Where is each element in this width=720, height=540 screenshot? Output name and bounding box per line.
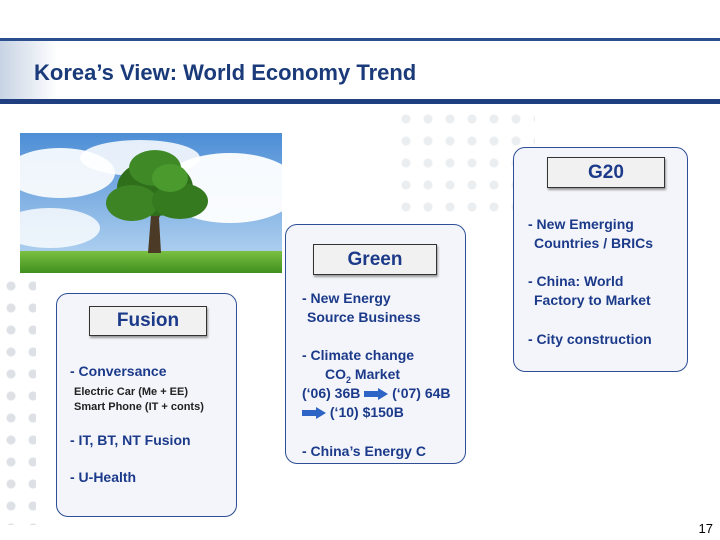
value-2006: (‘06) 36B xyxy=(302,385,361,401)
green-item-new-energy-cont: Source Business xyxy=(307,309,421,325)
fusion-label: Fusion xyxy=(89,306,207,336)
decorative-dots-center xyxy=(395,108,535,218)
fusion-item-u-health: - U-Health xyxy=(70,469,137,485)
green-label: Green xyxy=(313,244,437,275)
co2-text: CO xyxy=(325,366,346,382)
fusion-item-conversance: - Conversance xyxy=(70,363,167,379)
fusion-sub-electric-car: Electric Car (Me + EE) xyxy=(74,386,189,398)
fusion-sub-smart-phone: Smart Phone (IT + conts) xyxy=(74,401,204,413)
green-item-climate-change: - Climate change xyxy=(302,347,415,363)
green-item-market-values: (‘06) 36B (‘07) 64B xyxy=(302,385,451,401)
arrow-right-icon xyxy=(364,388,389,401)
title-bottom-line xyxy=(0,99,720,104)
fusion-item-it-bt-nt: - IT, BT, NT Fusion xyxy=(70,432,191,448)
green-item-china-energy: - China’s Energy C xyxy=(302,443,426,459)
green-item-new-energy: - New Energy xyxy=(302,290,391,306)
g20-item-china-world: - China: World xyxy=(528,273,624,289)
g20-item-new-emerging: - New Emerging xyxy=(528,216,634,232)
market-text: Market xyxy=(351,366,401,382)
arrow-right-icon xyxy=(302,407,326,420)
green-item-co2-market: CO2 Market xyxy=(325,366,400,385)
g20-label: G20 xyxy=(547,157,665,188)
slide-title: Korea’s View: World Economy Trend xyxy=(34,60,417,85)
value-2007: (‘07) 64B xyxy=(392,385,451,401)
tree-photo xyxy=(20,133,282,273)
decorative-dots-left xyxy=(0,275,36,525)
co2-subscript: 2 xyxy=(346,374,352,385)
title-top-line xyxy=(0,38,720,41)
page-number: 17 xyxy=(698,521,713,536)
title-bar: Korea’s View: World Economy Trend xyxy=(0,38,720,104)
g20-item-city-construction: - City construction xyxy=(528,331,652,347)
g20-item-new-emerging-cont: Countries / BRICs xyxy=(534,235,654,251)
green-item-market-2010: (‘10) $150B xyxy=(302,404,404,420)
value-2010: (‘10) $150B xyxy=(329,404,404,420)
g20-item-china-world-cont: Factory to Market xyxy=(534,292,651,308)
